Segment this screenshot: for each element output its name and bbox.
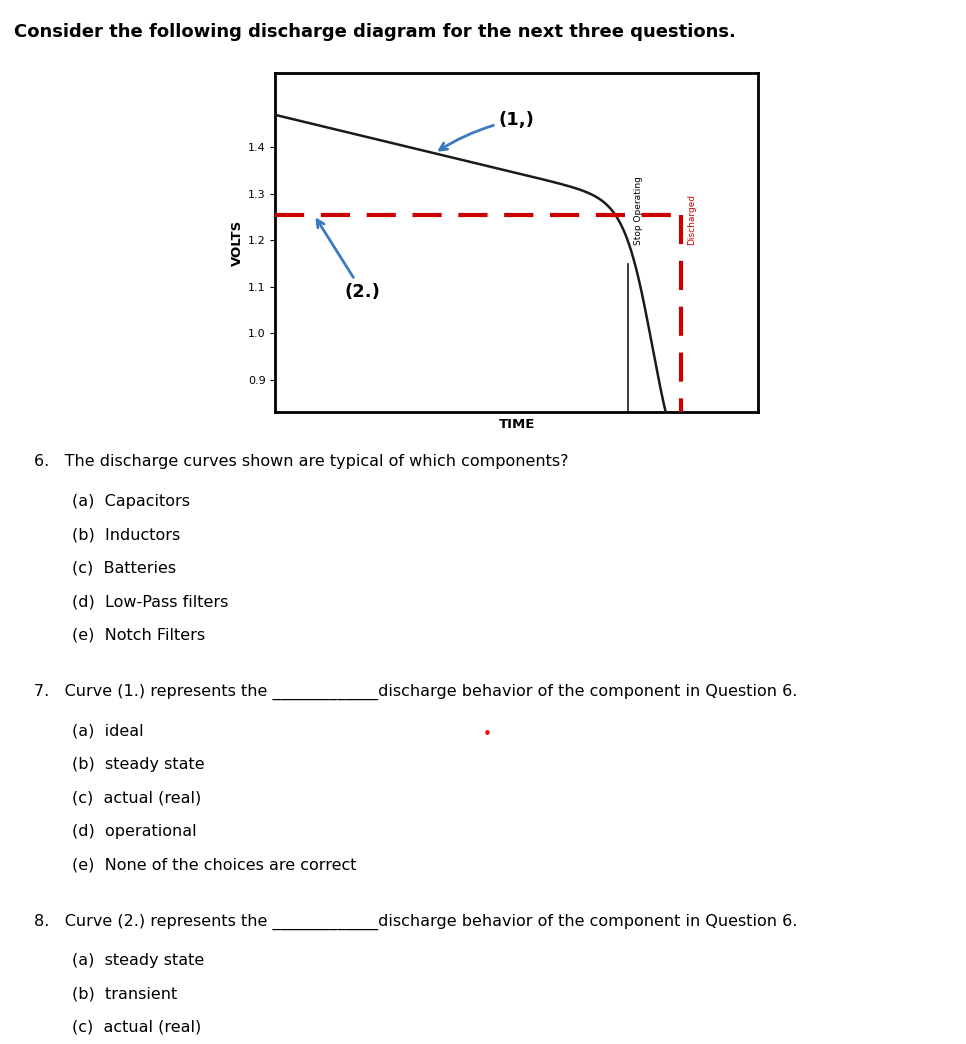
- Text: Consider the following discharge diagram for the next three questions.: Consider the following discharge diagram…: [14, 23, 736, 41]
- Text: (a)  steady state: (a) steady state: [72, 953, 205, 968]
- Text: (b)  steady state: (b) steady state: [72, 757, 205, 772]
- Text: 6.   The discharge curves shown are typical of which components?: 6. The discharge curves shown are typica…: [34, 454, 568, 469]
- Text: (c)  Batteries: (c) Batteries: [72, 561, 177, 575]
- Text: (b)  transient: (b) transient: [72, 987, 178, 1001]
- Text: Stop Operating: Stop Operating: [634, 176, 642, 245]
- Y-axis label: VOLTS: VOLTS: [231, 219, 243, 266]
- Text: (a)  Capacitors: (a) Capacitors: [72, 494, 190, 508]
- Text: (a)  ideal: (a) ideal: [72, 723, 144, 738]
- X-axis label: TIME: TIME: [498, 418, 535, 431]
- Text: (c)  actual (real): (c) actual (real): [72, 790, 202, 805]
- Text: (d)  operational: (d) operational: [72, 824, 197, 838]
- Text: (2.): (2.): [317, 220, 381, 301]
- Text: (c)  actual (real): (c) actual (real): [72, 1020, 202, 1035]
- Text: 7.   Curve (1.) represents the _____________discharge behavior of the component : 7. Curve (1.) represents the ___________…: [34, 684, 797, 701]
- Text: •: •: [483, 727, 492, 741]
- Text: (e)  None of the choices are correct: (e) None of the choices are correct: [72, 857, 357, 872]
- Text: (d)  Low-Pass filters: (d) Low-Pass filters: [72, 594, 229, 609]
- Text: (b)  Inductors: (b) Inductors: [72, 527, 181, 542]
- Text: (e)  Notch Filters: (e) Notch Filters: [72, 627, 206, 642]
- Text: Discharged: Discharged: [687, 194, 696, 245]
- Text: (1,): (1,): [440, 111, 535, 150]
- Text: 8.   Curve (2.) represents the _____________discharge behavior of the component : 8. Curve (2.) represents the ___________…: [34, 914, 797, 930]
